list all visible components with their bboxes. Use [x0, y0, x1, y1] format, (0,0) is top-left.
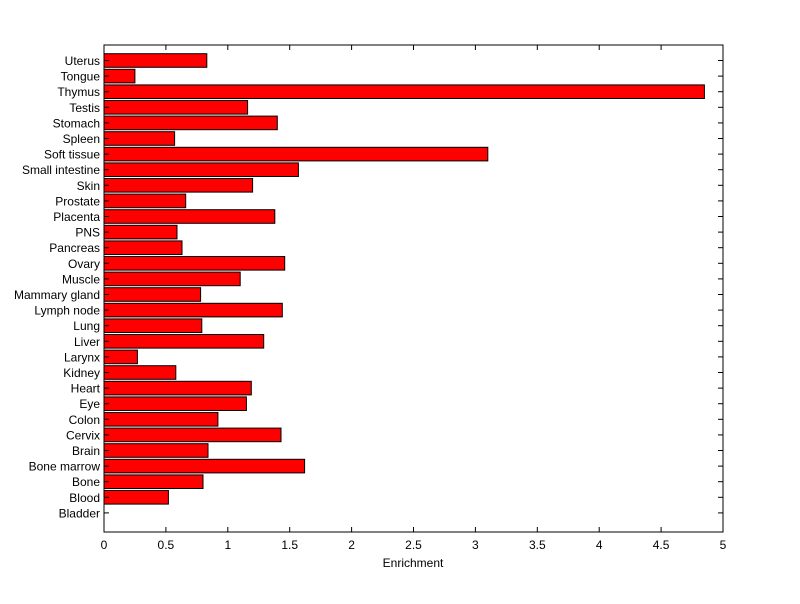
- bar-uterus: [103, 53, 208, 68]
- bar-bone: [103, 474, 204, 489]
- x-axis-label: Enrichment: [383, 556, 444, 570]
- plot-area-frame: [103, 44, 724, 533]
- bar-soft-tissue: [103, 146, 489, 162]
- y-tick-label: Bladder: [59, 506, 100, 520]
- bar-cervix: [103, 427, 282, 443]
- bar-muscle: [103, 271, 241, 287]
- x-tick-label: 3: [472, 538, 479, 552]
- x-tick-label: 0.5: [158, 538, 175, 552]
- bar-stomach: [103, 115, 278, 131]
- bar-bone-marrow: [103, 458, 306, 474]
- bar-colon: [103, 412, 219, 427]
- y-tick-label: Uterus: [65, 54, 100, 68]
- bar-lymph-node: [103, 302, 283, 318]
- y-tick-label: Liver: [74, 335, 100, 349]
- bar-lung: [103, 318, 203, 333]
- y-tick-label: Blood: [69, 491, 100, 505]
- y-tick-label: Lung: [73, 319, 100, 333]
- bar-mammary-gland: [103, 287, 202, 302]
- y-tick-label: Tongue: [61, 70, 101, 84]
- x-tick-label: 1: [224, 538, 231, 552]
- y-tick-label: Placenta: [53, 210, 100, 224]
- bar-larynx: [103, 349, 138, 365]
- bar-pancreas: [103, 240, 183, 255]
- x-tick-label: 3.5: [529, 538, 546, 552]
- y-tick-label: Thymus: [57, 85, 100, 99]
- y-tick-label: Kidney: [63, 366, 100, 380]
- y-tick-label: Cervix: [66, 428, 100, 442]
- x-tick-label: 2.5: [405, 538, 422, 552]
- x-tick-label: 1.5: [281, 538, 298, 552]
- y-tick-label: Small intestine: [22, 163, 100, 177]
- x-tick-label: 2: [348, 538, 355, 552]
- bar-brain: [103, 443, 209, 458]
- y-tick-label: Soft tissue: [44, 148, 100, 162]
- y-tick-label: Bone: [72, 475, 100, 489]
- y-tick-label: Muscle: [62, 272, 100, 286]
- bar-spleen: [103, 131, 176, 146]
- bar-thymus: [103, 84, 705, 100]
- x-tick-label: 0: [101, 538, 108, 552]
- y-tick-label: Eye: [79, 397, 100, 411]
- x-tick-label: 4.5: [653, 538, 670, 552]
- y-tick-label: Stomach: [53, 116, 100, 130]
- bar-kidney: [103, 365, 177, 380]
- bar-eye: [103, 396, 247, 411]
- bar-blood: [103, 490, 169, 505]
- x-tick-labels: 0 0.5 1 1.5 2 2.5 3 3.5 4 4.5 5: [101, 45, 727, 552]
- y-tick-label: Ovary: [68, 257, 100, 271]
- y-tick-label: Lymph node: [34, 304, 100, 318]
- y-tick-label: Larynx: [64, 350, 100, 364]
- y-tick-label: Prostate: [55, 194, 100, 208]
- bar-skin: [103, 178, 254, 193]
- bar-heart: [103, 380, 252, 396]
- bar-ovary: [103, 256, 286, 271]
- y-tick-label: Pancreas: [49, 241, 100, 255]
- bar-placenta: [103, 209, 276, 224]
- y-tick-label: Brain: [72, 444, 100, 458]
- bar-prostate: [103, 193, 187, 209]
- y-tick-label: Spleen: [63, 132, 100, 146]
- bars-layer: [103, 53, 705, 505]
- y-tick-label: Skin: [77, 179, 100, 193]
- bar-liver: [103, 334, 265, 349]
- y-tick-label: PNS: [75, 226, 100, 240]
- y-tick-label: Mammary gland: [14, 288, 100, 302]
- bar-pns: [103, 224, 178, 240]
- x-tick-label: 5: [720, 538, 727, 552]
- bar-small-intestine: [103, 162, 299, 177]
- y-tick-label: Colon: [69, 413, 100, 427]
- y-tick-label: Heart: [71, 382, 101, 396]
- x-tick-label: 4: [596, 538, 603, 552]
- y-tick-label: Testis: [69, 101, 100, 115]
- y-tick-label: Bone marrow: [29, 460, 101, 474]
- bar-testis: [103, 100, 249, 115]
